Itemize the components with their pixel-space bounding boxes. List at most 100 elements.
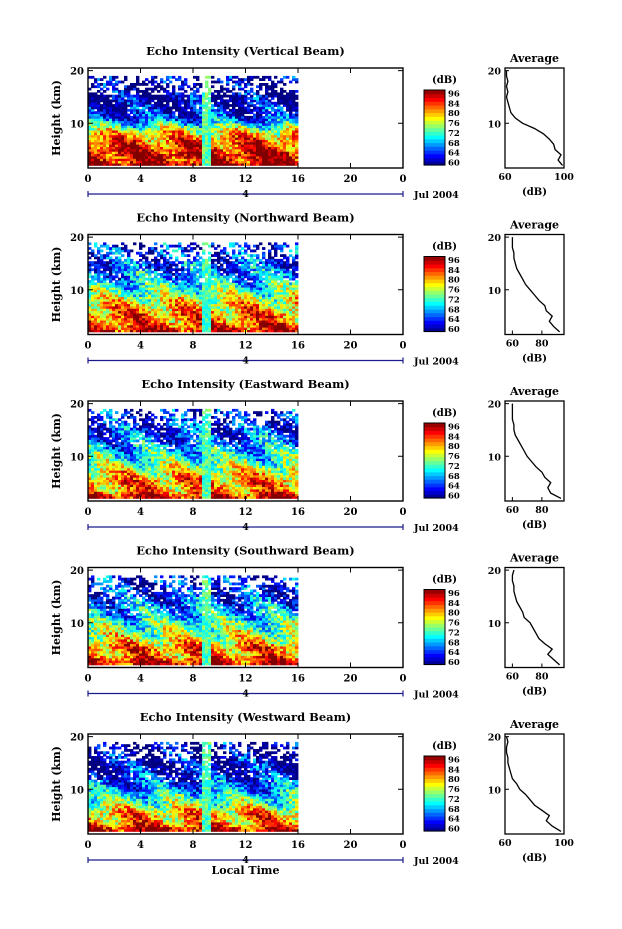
heatmap-cell xyxy=(256,75,260,79)
heatmap-cell xyxy=(268,87,272,91)
heatmap-cell xyxy=(136,78,140,81)
heatmap-cell xyxy=(256,156,260,159)
heatmap-cell xyxy=(217,123,221,126)
heatmap-cell xyxy=(187,97,191,100)
heatmap-cell xyxy=(97,275,101,279)
heatmap-cell xyxy=(97,123,101,126)
heatmap-cell xyxy=(232,306,236,309)
heatmap-cell xyxy=(94,85,98,89)
heatmap-cell xyxy=(211,137,215,140)
heatmap-cell xyxy=(295,254,299,257)
heatmap-cell xyxy=(91,444,95,447)
heatmap-cell xyxy=(142,322,146,326)
heatmap-cell xyxy=(235,315,239,319)
heatmap-cell xyxy=(115,315,119,319)
heatmap-cell xyxy=(181,92,185,96)
heatmap-cell xyxy=(88,146,92,150)
heatmap-cell xyxy=(262,94,266,98)
heatmap-cell xyxy=(253,123,257,126)
x-tick-label: 0 xyxy=(400,341,407,352)
heatmap-cell xyxy=(127,280,131,283)
heatmap-cell xyxy=(172,94,176,98)
heatmap-cell xyxy=(265,303,269,307)
heatmap-cell xyxy=(178,151,182,154)
heatmap-cell xyxy=(97,277,101,281)
heatmap-cell xyxy=(187,111,191,114)
heatmap-cell xyxy=(100,261,104,264)
heatmap-cell xyxy=(91,120,95,124)
heatmap-cell xyxy=(175,92,179,96)
heatmap-cell xyxy=(193,310,197,314)
heatmap-cell xyxy=(157,291,161,295)
heatmap-cell xyxy=(97,146,101,150)
heatmap-cell xyxy=(286,101,290,105)
heatmap-cell xyxy=(214,258,218,262)
heatmap-cell xyxy=(91,308,95,312)
heatmap-cell xyxy=(265,83,269,86)
heatmap-cell xyxy=(220,315,224,319)
heatmap-cell xyxy=(274,123,278,126)
heatmap-cell xyxy=(208,137,212,140)
heatmap-cell xyxy=(220,265,224,269)
heatmap-cell xyxy=(193,258,197,262)
heatmap-cell xyxy=(148,287,152,290)
heatmap-cell xyxy=(157,261,161,264)
heatmap-cell xyxy=(169,163,173,166)
heatmap-cell xyxy=(118,106,122,110)
heatmap-cell xyxy=(250,148,254,152)
heatmap-cell xyxy=(232,113,236,117)
heatmap-cell xyxy=(139,156,143,159)
heatmap-cell xyxy=(127,125,131,129)
heatmap-cell xyxy=(97,289,101,293)
heatmap-cell xyxy=(124,249,128,253)
heatmap-cell xyxy=(217,270,221,274)
heatmap-cell xyxy=(163,303,167,307)
heatmap-cell xyxy=(133,94,137,98)
heatmap-cell xyxy=(253,97,257,100)
heatmap-cell xyxy=(292,329,296,333)
chart-title: Echo Intensity (Eastward Beam) xyxy=(141,377,349,391)
heatmap-cell xyxy=(160,280,164,283)
heatmap-cell xyxy=(226,80,230,84)
heatmap-cell xyxy=(115,123,119,126)
heatmap-cell xyxy=(256,324,260,328)
heatmap-cell xyxy=(94,256,98,260)
heatmap-cell xyxy=(133,111,137,114)
heatmap-cell xyxy=(133,320,137,323)
heatmap-cell xyxy=(94,451,98,455)
heatmap-cell xyxy=(142,320,146,323)
colorbar-tick-label: 80 xyxy=(448,276,460,286)
heatmap-cell xyxy=(106,265,110,269)
heatmap-cell xyxy=(112,151,116,154)
heatmap-cell xyxy=(181,139,185,143)
heatmap-cell xyxy=(160,254,164,257)
heatmap-cell xyxy=(100,439,104,443)
heatmap-cell xyxy=(184,108,188,112)
heatmap-cell xyxy=(259,127,263,131)
heatmap-cell xyxy=(148,87,152,91)
heatmap-cell xyxy=(259,308,263,312)
heatmap-cell xyxy=(97,446,101,450)
heatmap-cell xyxy=(226,254,230,257)
heatmap-cell xyxy=(169,130,173,133)
heatmap-cell xyxy=(100,258,104,262)
colorbar-swatch xyxy=(424,312,445,318)
heatmap-cell xyxy=(274,251,278,255)
heatmap-cell xyxy=(142,139,146,143)
heatmap-cell xyxy=(127,123,131,126)
heatmap-cell xyxy=(235,151,239,154)
heatmap-cell xyxy=(166,160,170,164)
heatmap-cell xyxy=(262,294,266,297)
heatmap-cell xyxy=(289,115,293,119)
heatmap-cell xyxy=(97,284,101,288)
heatmap-cell xyxy=(268,146,272,150)
heatmap-cell xyxy=(286,287,290,290)
heatmap-cell xyxy=(118,298,122,302)
heatmap-cell xyxy=(127,301,131,305)
heatmap-cell xyxy=(163,322,167,326)
heatmap-cell xyxy=(235,139,239,143)
heatmap-cell xyxy=(208,97,212,100)
heatmap-cell xyxy=(241,289,245,293)
heatmap-cell xyxy=(136,141,140,145)
heatmap-cell xyxy=(235,160,239,164)
